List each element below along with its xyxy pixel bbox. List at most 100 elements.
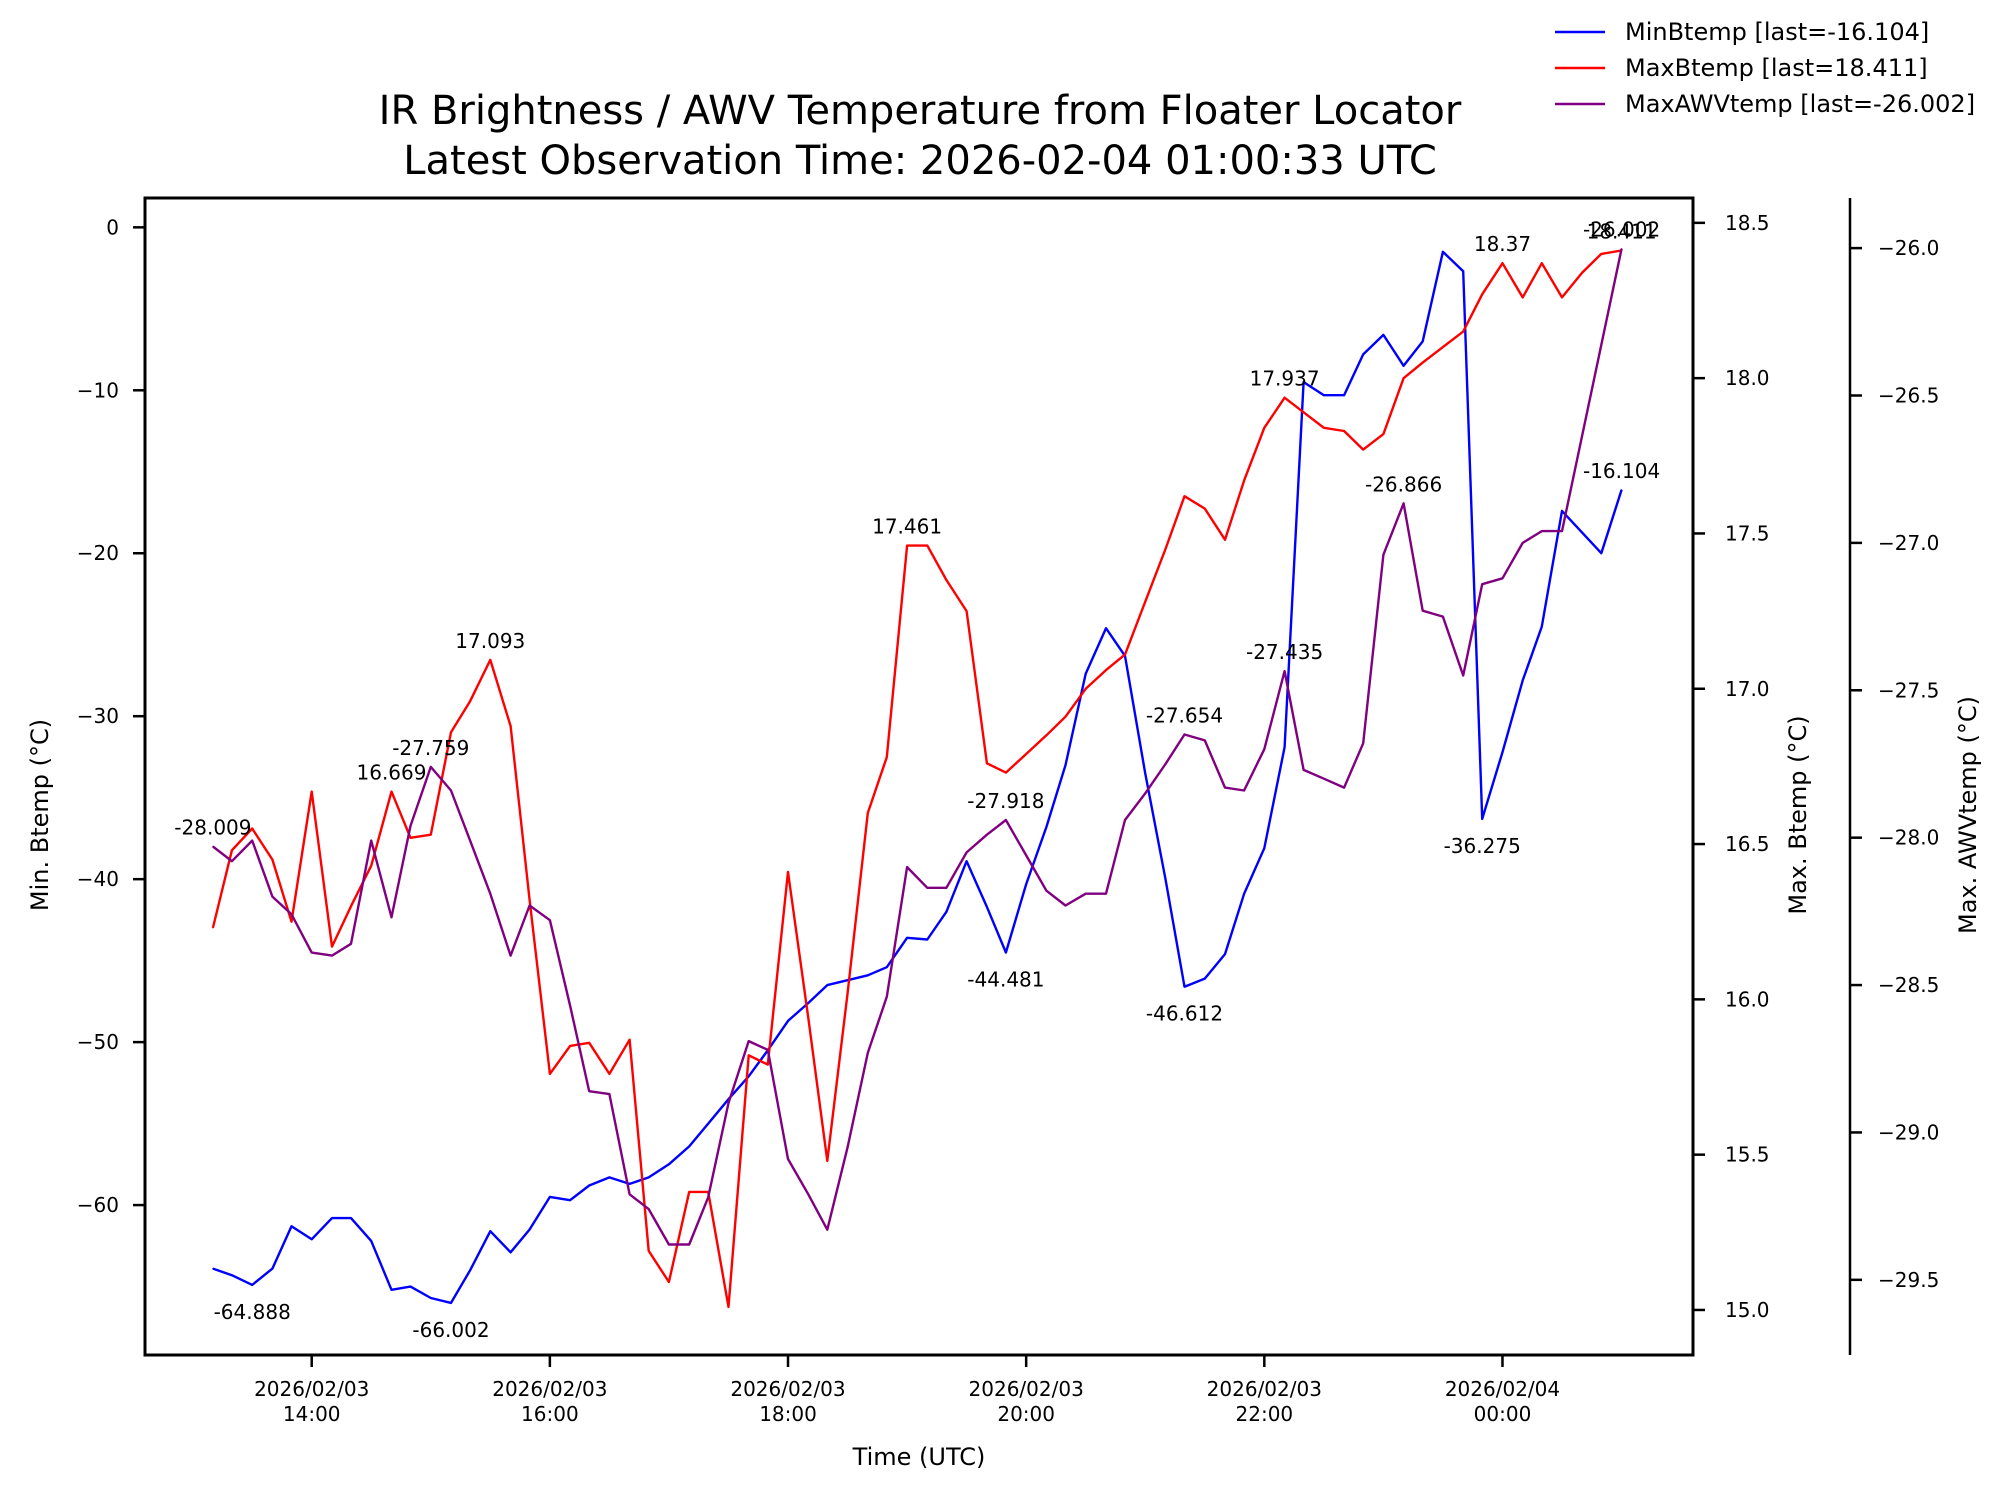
data-point-MaxAWVtemp	[390, 916, 393, 918]
y-right-tick-label: 18.0	[1725, 366, 1770, 390]
y-axis-left: 0 −10 −20 −30 −40 −50 −60	[77, 215, 145, 1217]
data-point-MaxBtemp	[430, 834, 432, 836]
y-axis-left-label: Min. Btemp (°C)	[26, 719, 54, 911]
data-point-MaxBtemp	[629, 1039, 631, 1041]
legend-label: MaxBtemp [last=18.411]	[1625, 54, 1928, 82]
data-point-MinBtemp	[390, 1289, 393, 1291]
data-point-MaxBtemp	[688, 1191, 690, 1193]
data-point-MaxAWVtemp	[1462, 674, 1464, 677]
data-point-MaxAWVtemp	[489, 893, 491, 895]
data-point-MaxAWVtemp	[1541, 530, 1543, 532]
data-point-MinBtemp	[1284, 746, 1286, 748]
data-point-MinBtemp	[1522, 679, 1524, 682]
x-tick-label-date: 2026/02/03	[492, 1377, 607, 1401]
data-point-MaxAWVtemp	[1561, 530, 1563, 532]
data-point-MaxAWVtemp	[1501, 577, 1504, 579]
data-point-MaxAWVtemp	[1263, 748, 1265, 750]
data-point-MaxBtemp	[807, 1017, 809, 1019]
data-point-MinBtemp	[1541, 626, 1543, 628]
data-point-MaxBtemp	[331, 946, 333, 948]
y-left-tick-label: 0	[106, 215, 119, 239]
data-point-MinBtemp	[1501, 751, 1504, 753]
data-point-MaxBtemp	[1561, 296, 1563, 298]
data-point-MaxAWVtemp	[807, 1193, 809, 1195]
data-point-MaxAWVtemp	[1621, 248, 1623, 250]
data-point-MinBtemp	[1442, 251, 1444, 253]
data-point-MaxBtemp	[1224, 539, 1226, 541]
data-point-MinBtemp	[926, 938, 928, 941]
annotation-MaxAWVtemp: -27.759	[392, 736, 469, 760]
data-point-MinBtemp	[1422, 340, 1424, 342]
data-point-MaxBtemp	[1105, 669, 1107, 671]
y-right-tick-label: 17.0	[1725, 677, 1770, 701]
data-point-MaxBtemp	[1025, 753, 1027, 755]
y-left-tick-label: −20	[77, 541, 119, 565]
data-point-MaxBtemp	[569, 1045, 571, 1047]
chart-title-line2: Latest Observation Time: 2026-02-04 01:0…	[403, 138, 1437, 184]
data-point-MaxAWVtemp	[1343, 787, 1345, 789]
data-point-MaxBtemp	[231, 849, 233, 851]
data-point-MaxBtemp	[1422, 362, 1424, 364]
plot-frame	[143, 196, 1695, 1357]
data-point-MaxAWVtemp	[271, 896, 273, 898]
x-tick-label-date: 2026/02/03	[730, 1377, 845, 1401]
data-point-MaxAWVtemp	[1284, 670, 1286, 672]
data-point-MaxAWVtemp	[1045, 890, 1047, 892]
data-point-MaxBtemp	[1323, 427, 1325, 429]
data-point-MaxBtemp	[1183, 495, 1186, 497]
data-point-MaxAWVtemp	[906, 866, 908, 868]
data-point-MaxAWVtemp	[1124, 819, 1126, 821]
data-point-MinBtemp	[1362, 353, 1364, 355]
y-left-tick-label: −30	[77, 704, 119, 728]
data-point-MaxBtemp	[510, 725, 512, 727]
data-point-MinBtemp	[1085, 673, 1087, 675]
data-point-MaxAWVtemp	[1382, 554, 1384, 556]
data-point-MaxAWVtemp	[1005, 819, 1007, 821]
data-point-MinBtemp	[966, 860, 968, 862]
data-point-MaxBtemp	[1243, 480, 1245, 482]
data-point-MaxAWVtemp	[1403, 502, 1405, 504]
annotation-MinBtemp: -36.275	[1444, 834, 1521, 858]
data-point-MaxAWVtemp	[945, 887, 948, 889]
data-point-MaxBtemp	[549, 1073, 551, 1075]
y-left-tick-label: −60	[77, 1193, 119, 1217]
chart-title-line1: IR Brightness / AWV Temperature from Flo…	[379, 88, 1462, 134]
data-point-MinBtemp	[807, 1002, 809, 1004]
data-point-MinBtemp	[1481, 818, 1483, 820]
data-point-MaxAWVtemp	[290, 913, 293, 915]
data-point-MaxBtemp	[1045, 734, 1047, 736]
data-point-MinBtemp	[370, 1240, 372, 1242]
data-point-MaxBtemp	[1064, 716, 1067, 718]
data-point-MaxBtemp	[1284, 397, 1286, 399]
data-point-MinBtemp	[450, 1302, 452, 1304]
data-point-MaxBtemp	[251, 827, 253, 830]
data-point-MinBtemp	[510, 1251, 512, 1253]
data-point-MaxBtemp	[1144, 601, 1146, 603]
data-point-MaxBtemp	[926, 545, 928, 547]
data-point-MinBtemp	[826, 984, 828, 986]
data-point-MinBtemp	[1224, 953, 1226, 955]
data-point-MaxBtemp	[1124, 654, 1126, 656]
data-point-MaxBtemp	[767, 1064, 769, 1066]
data-point-MaxBtemp	[588, 1042, 590, 1044]
data-point-MaxBtemp	[986, 762, 988, 764]
data-point-MaxAWVtemp	[529, 904, 531, 907]
data-point-MaxBtemp	[648, 1250, 650, 1252]
series-line-MaxAWVtemp	[212, 248, 1623, 1246]
data-point-MaxAWVtemp	[668, 1243, 670, 1246]
data-point-MaxAWVtemp	[331, 955, 333, 957]
data-point-MaxBtemp	[1085, 688, 1087, 690]
data-point-MaxBtemp	[1382, 433, 1384, 435]
data-point-MinBtemp	[668, 1163, 670, 1165]
data-point-MinBtemp	[986, 906, 988, 908]
data-point-MinBtemp	[549, 1196, 551, 1198]
data-point-MinBtemp	[1064, 764, 1067, 766]
legend: MinBtemp [last=-16.104] MaxBtemp [last=18…	[1555, 18, 1975, 118]
annotation-MinBtemp: -66.002	[412, 1318, 489, 1342]
data-point-MaxBtemp	[748, 1054, 750, 1056]
data-point-MaxBtemp	[489, 659, 491, 661]
data-point-MinBtemp	[489, 1230, 491, 1232]
x-axis: 2026/02/0314:002026/02/0316:002026/02/03…	[254, 1355, 1560, 1426]
data-point-MinBtemp	[588, 1184, 590, 1187]
